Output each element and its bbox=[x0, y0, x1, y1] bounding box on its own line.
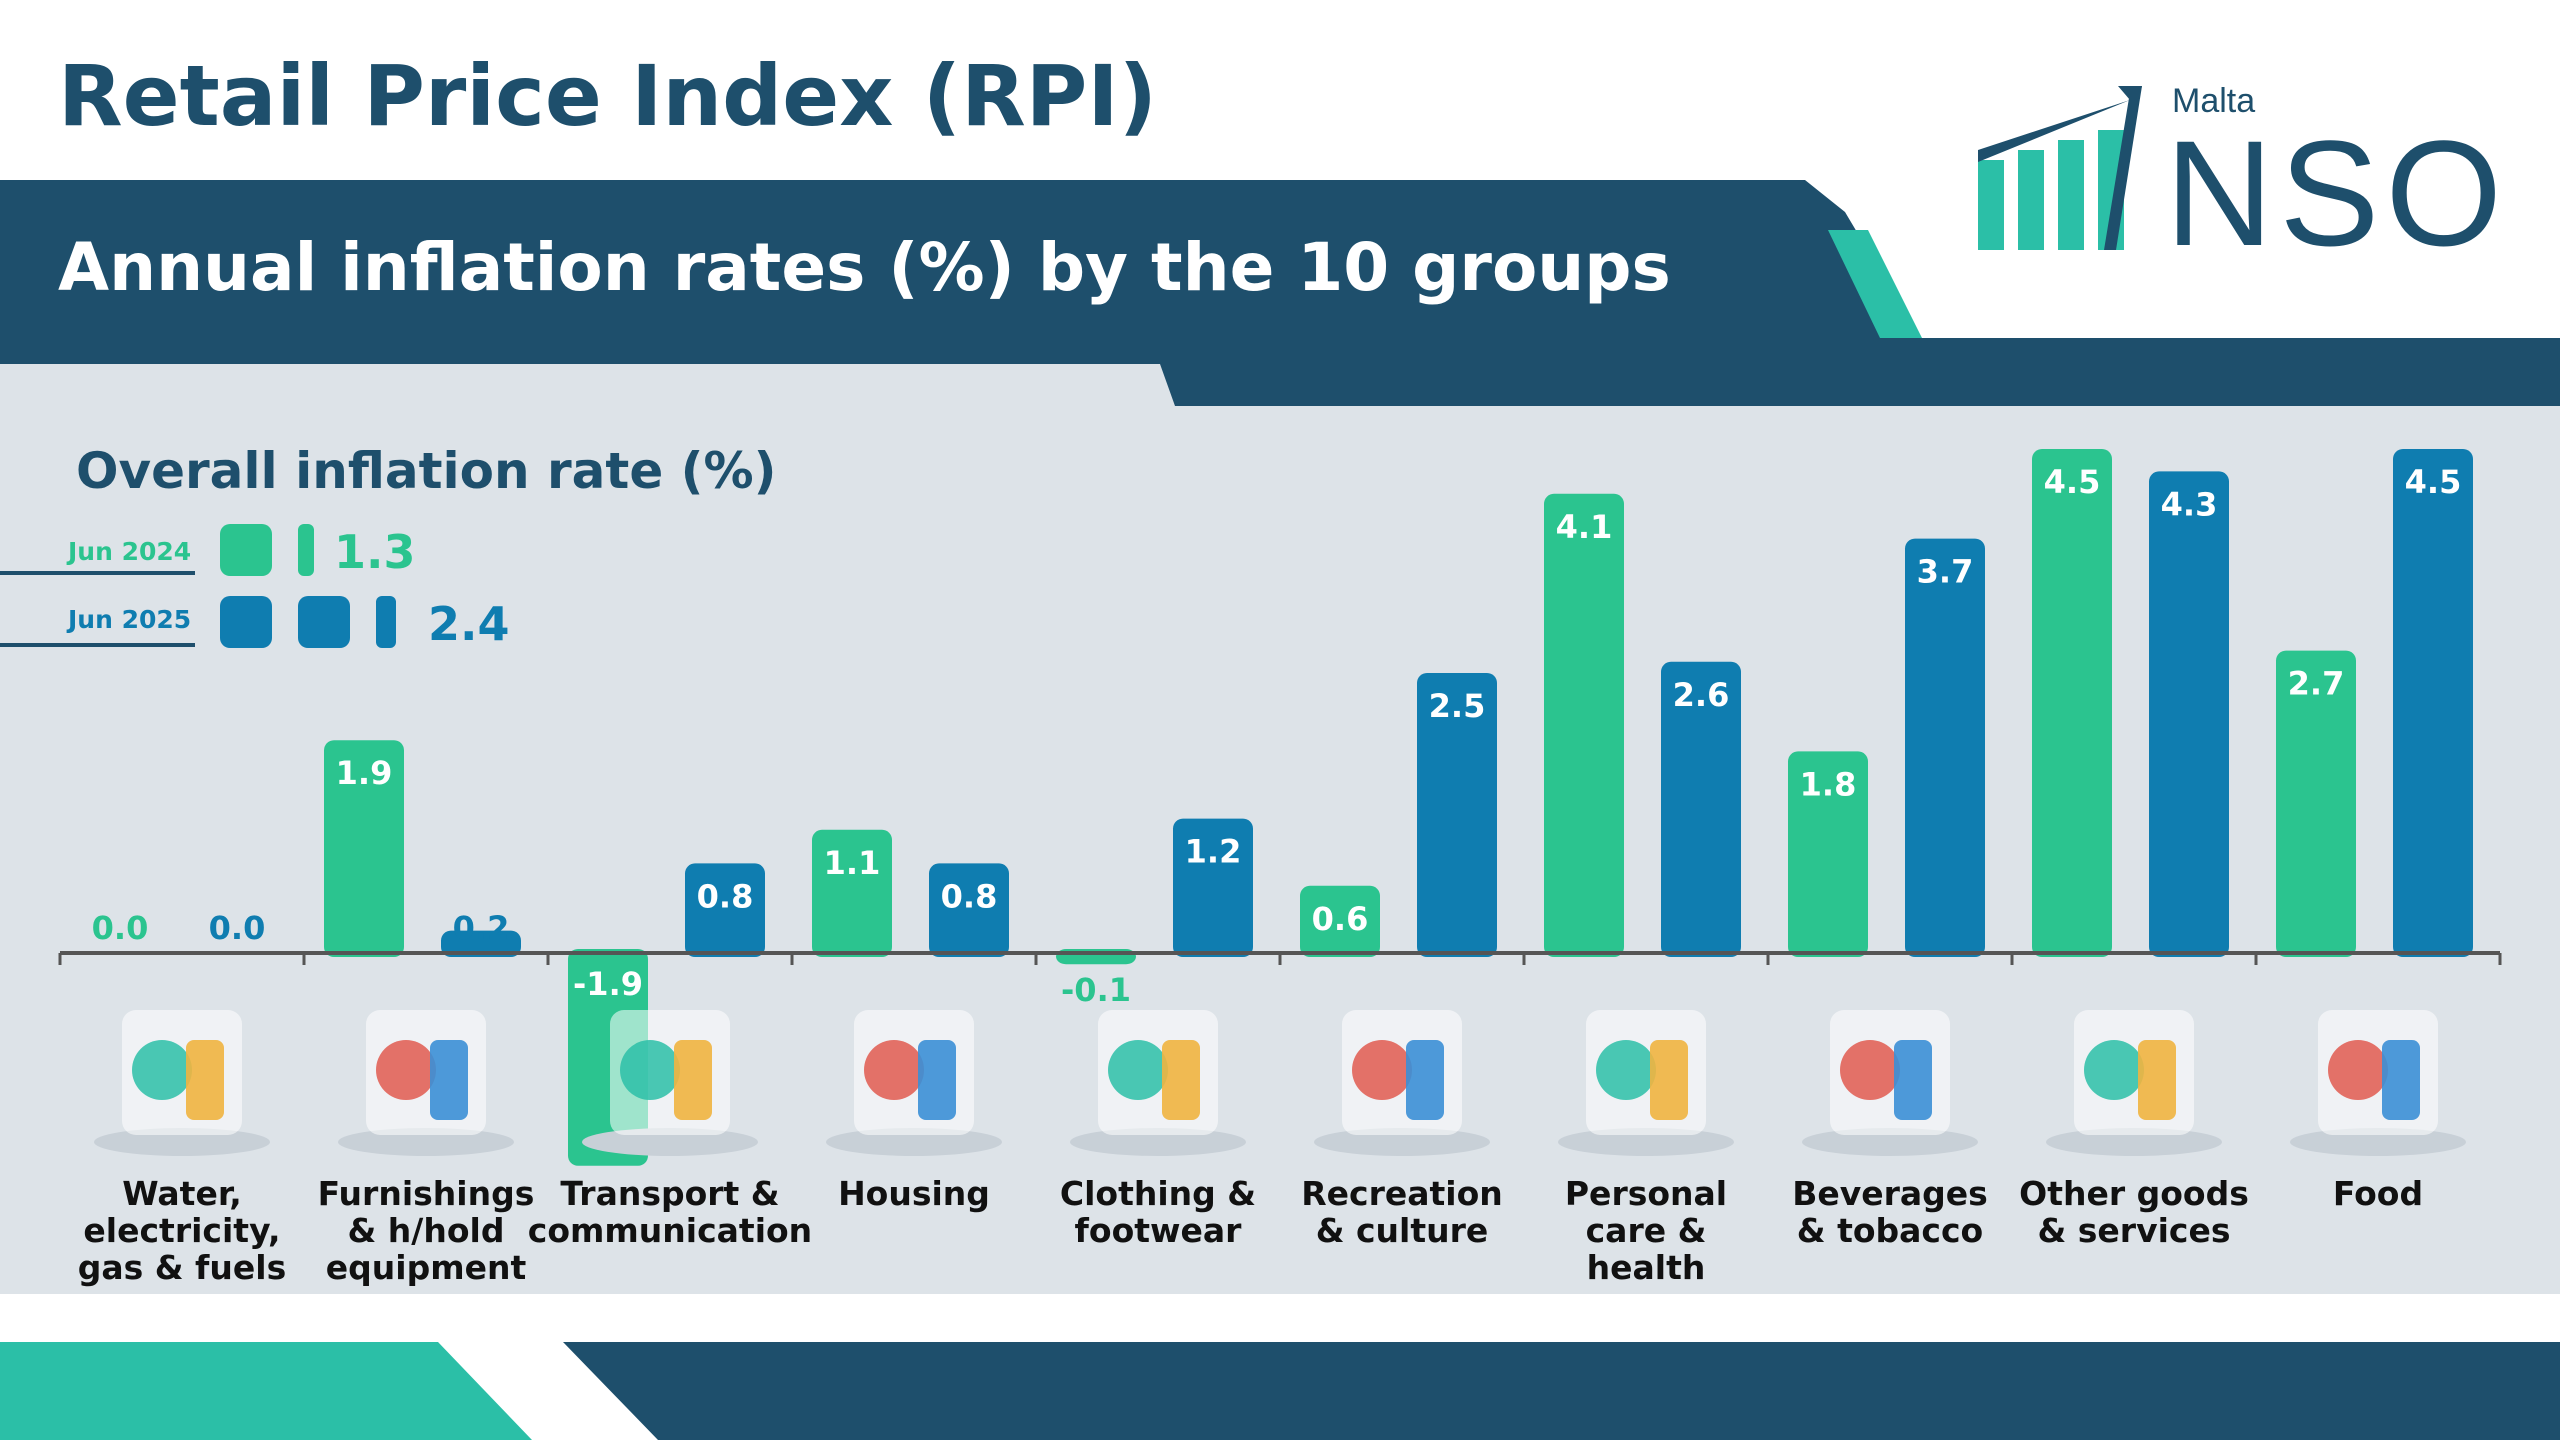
data-label: 3.7 bbox=[1917, 553, 1974, 591]
overall-value-2024: 1.3 bbox=[334, 525, 416, 579]
bottles-cigarettes-icon bbox=[1802, 1010, 1978, 1156]
watch-shield-icon bbox=[2046, 1010, 2222, 1156]
data-label: 4.1 bbox=[1556, 508, 1613, 546]
logo-country: Malta bbox=[2172, 82, 2255, 120]
category-label: Transport & communication bbox=[528, 1174, 812, 1250]
bar-jun2024-3 bbox=[812, 829, 892, 957]
footer-band-navy bbox=[563, 1342, 2560, 1440]
overall-sliver-2024 bbox=[298, 524, 314, 576]
bar-jun2024-7 bbox=[1788, 751, 1868, 957]
category-label: Furnishings & h/hold equipment bbox=[318, 1174, 535, 1287]
logo-bar bbox=[2018, 150, 2044, 250]
nso-logo: Malta NSO bbox=[1978, 82, 2508, 277]
chart-subtitle: Annual inflation rates (%) by the 10 gro… bbox=[58, 229, 1671, 306]
data-label: 4.5 bbox=[2044, 463, 2101, 501]
category-label: Food bbox=[2333, 1174, 2423, 1213]
data-label: 1.8 bbox=[1800, 765, 1857, 803]
bar-jun2025-2 bbox=[685, 863, 765, 957]
data-label: 1.1 bbox=[824, 844, 881, 882]
overall-label-2024: Jun 2024 bbox=[66, 537, 191, 566]
category-label: Other goods & services bbox=[2019, 1174, 2249, 1250]
data-label: -1.9 bbox=[573, 965, 643, 1003]
shoes-icon bbox=[1070, 1010, 1246, 1156]
logo-name: NSO bbox=[2165, 109, 2508, 277]
data-label: 1.9 bbox=[336, 754, 393, 792]
bar-jun2025-4 bbox=[1173, 818, 1253, 957]
data-label: 0.2 bbox=[453, 909, 510, 947]
bar-jun2024-9 bbox=[2276, 650, 2356, 957]
icons-layer bbox=[94, 1010, 2466, 1156]
bar-jun2025-3 bbox=[929, 863, 1009, 957]
bar-jun2025-1 bbox=[441, 930, 521, 957]
bus-motorbike-icon bbox=[582, 1010, 758, 1156]
bar-jun2025-7 bbox=[1905, 538, 1985, 957]
heart-cosmetics-icon bbox=[1558, 1010, 1734, 1156]
data-label: 0.6 bbox=[1312, 900, 1369, 938]
bar-jun2024-6 bbox=[1544, 493, 1624, 957]
overall-value-2025: 2.4 bbox=[428, 597, 510, 651]
subtitle-band-accent bbox=[1828, 230, 1922, 338]
data-label: 0.0 bbox=[92, 909, 149, 947]
overall-title: Overall inflation rate (%) bbox=[76, 442, 776, 500]
bar-jun2025-9 bbox=[2393, 449, 2473, 957]
data-label: 0.8 bbox=[941, 877, 998, 915]
overall-inflation-box: Overall inflation rate (%) Jun 2024 1.3 … bbox=[0, 442, 776, 651]
overall-square-2025 bbox=[298, 596, 350, 648]
footer-band-teal bbox=[0, 1342, 532, 1440]
logo-bar bbox=[1978, 160, 2004, 250]
furniture-room-icon bbox=[338, 1010, 514, 1156]
category-label: Clothing & footwear bbox=[1060, 1174, 1256, 1250]
data-label: 1.2 bbox=[1185, 833, 1242, 871]
category-label: Water, electricity, gas & fuels bbox=[78, 1174, 286, 1287]
category-label: Housing bbox=[838, 1174, 990, 1213]
bar-jun2025-5 bbox=[1417, 673, 1497, 957]
data-label: 4.5 bbox=[2405, 463, 2462, 501]
utilities-icon bbox=[94, 1010, 270, 1156]
bar-jun2025-6 bbox=[1661, 661, 1741, 957]
bar-jun2024-8 bbox=[2032, 449, 2112, 957]
data-label: 4.3 bbox=[2161, 485, 2218, 523]
page-title: Retail Price Index (RPI) bbox=[58, 47, 1157, 145]
data-label: 2.7 bbox=[2288, 665, 2345, 703]
data-label: -0.1 bbox=[1061, 971, 1131, 1009]
art-dancers-icon bbox=[1314, 1010, 1490, 1156]
overall-square-2024 bbox=[220, 524, 272, 576]
subtitle-band bbox=[0, 180, 2560, 406]
overall-label-2025: Jun 2025 bbox=[66, 605, 191, 634]
bar-jun2024-1 bbox=[324, 740, 404, 957]
picnic-basket-icon bbox=[2290, 1010, 2466, 1156]
logo-bar bbox=[2058, 140, 2084, 250]
category-label: Beverages & tobacco bbox=[1792, 1174, 1988, 1250]
data-label: 0.0 bbox=[209, 909, 266, 947]
bar-jun2025-8 bbox=[2149, 471, 2229, 957]
logo-arrow bbox=[2104, 86, 2142, 250]
data-label: 2.5 bbox=[1429, 687, 1486, 725]
data-label: 2.6 bbox=[1673, 676, 1730, 714]
overall-sliver-2025 bbox=[376, 596, 396, 648]
overall-square-2025 bbox=[220, 596, 272, 648]
data-label: 0.8 bbox=[697, 877, 754, 915]
bar-jun2024-5 bbox=[1300, 885, 1380, 957]
labels-layer: 0.0 0.0 Water, electricity, gas & fuels 1.9 0.… bbox=[78, 463, 2462, 1287]
bars-layer bbox=[324, 449, 2473, 1166]
category-label: Recreation & culture bbox=[1301, 1174, 1503, 1250]
axis-layer bbox=[58, 951, 2502, 965]
houses-icon bbox=[826, 1010, 1002, 1156]
category-label: Personal care & health bbox=[1565, 1174, 1727, 1287]
logo-swoosh bbox=[1978, 86, 2142, 162]
